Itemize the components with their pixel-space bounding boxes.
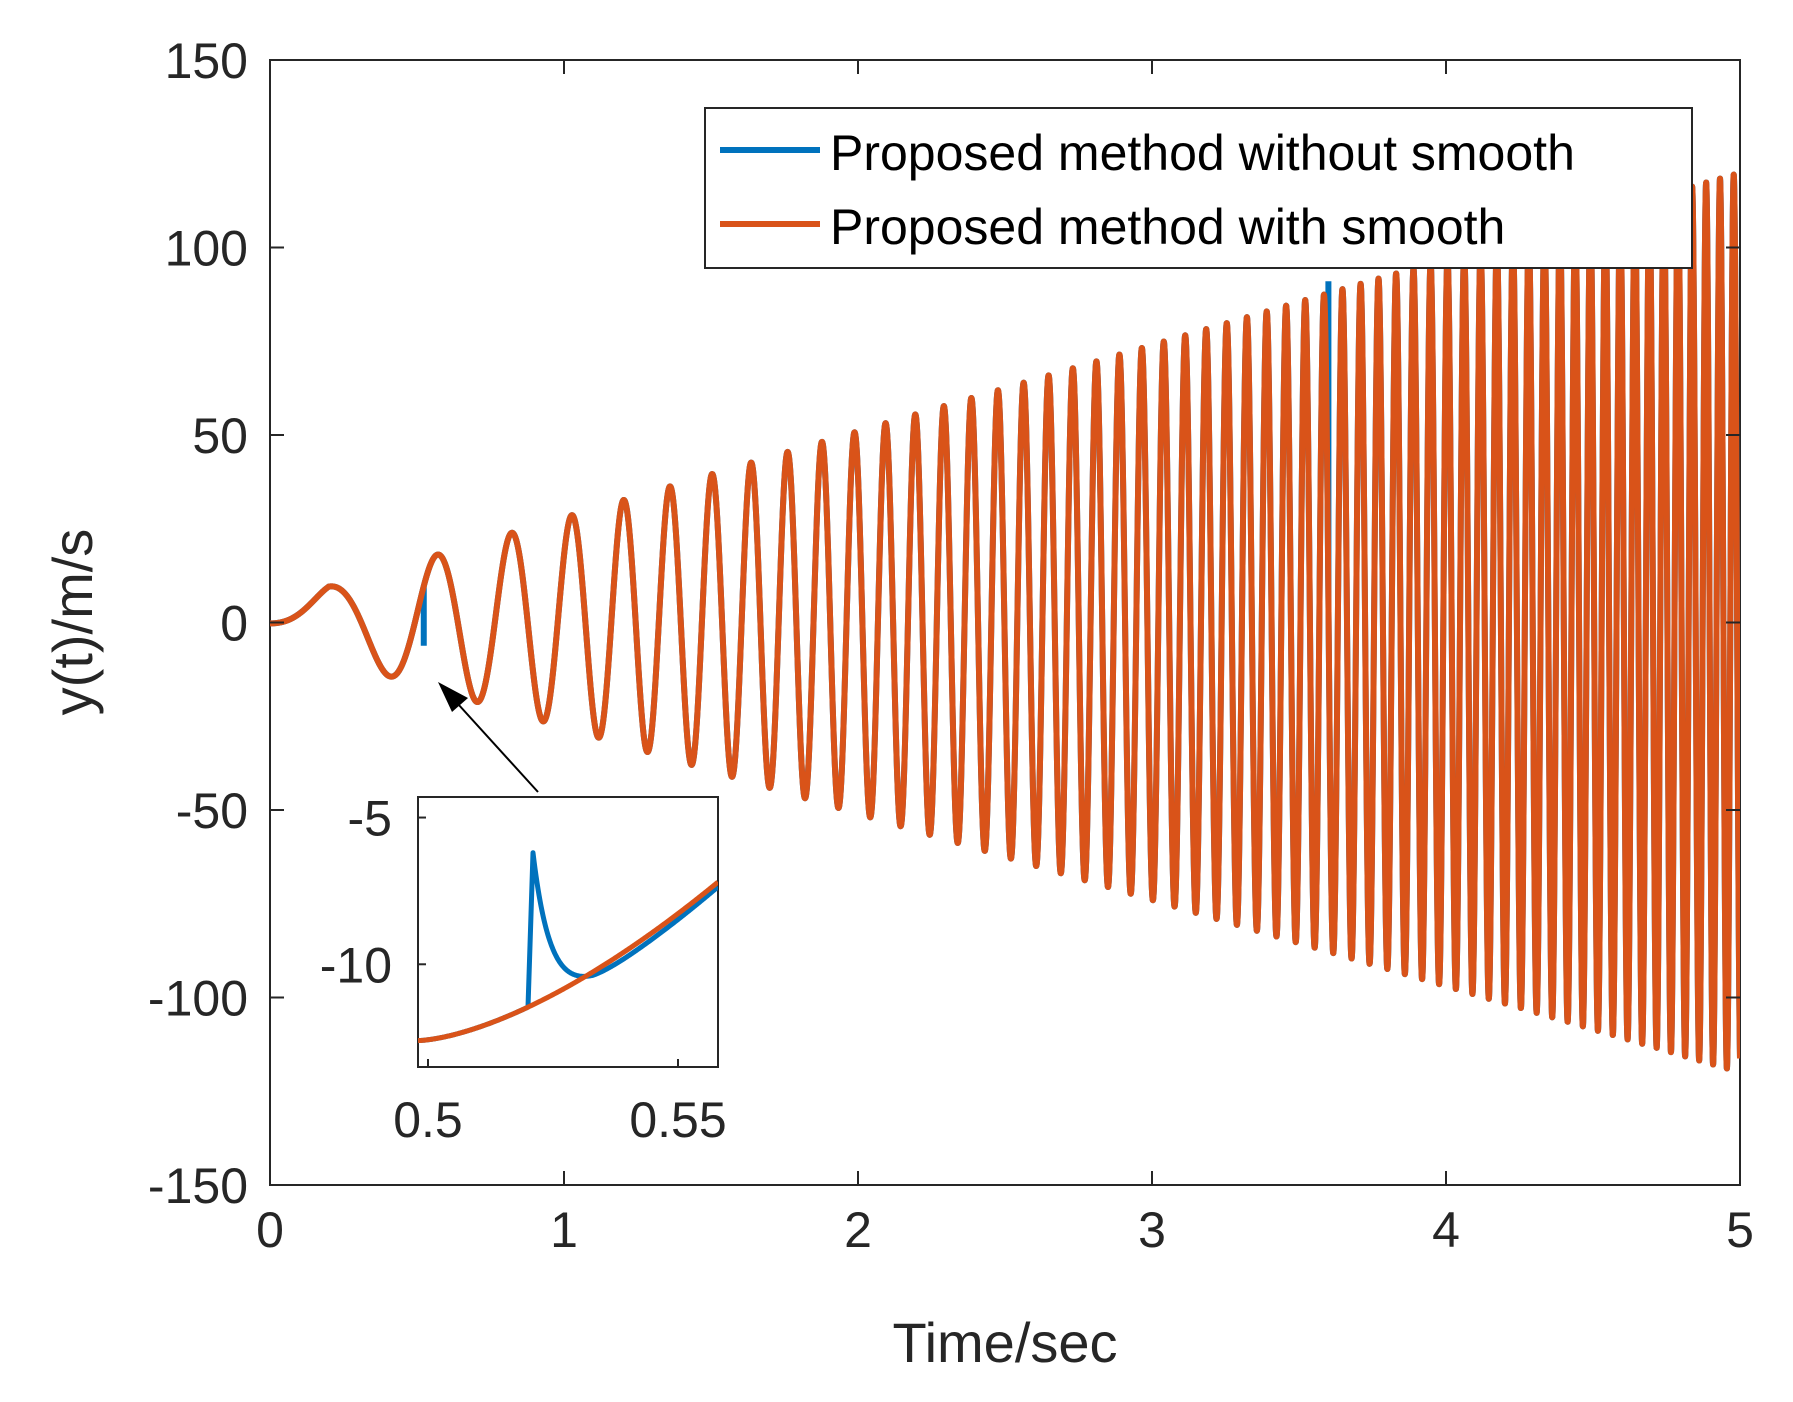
x-tick-label: 0	[256, 1202, 284, 1258]
annotation-arrow	[438, 682, 539, 793]
x-axis: 0 1 2 3 4 5	[256, 60, 1754, 1258]
y-tick-label: 0	[220, 596, 248, 652]
x-tick-label: 3	[1138, 1202, 1166, 1258]
y-tick-label: -100	[148, 971, 248, 1027]
x-tick-label: 5	[1726, 1202, 1754, 1258]
legend-label-with-smooth: Proposed method with smooth	[830, 199, 1505, 255]
y-tick-label: 150	[165, 33, 248, 89]
y-axis-label: y(t)/m/s	[41, 529, 104, 716]
inset-y-tick-label: -10	[320, 937, 392, 993]
inset-x-tick-label: 0.5	[393, 1092, 463, 1148]
y-tick-label: -50	[176, 783, 248, 839]
inset-line-with-smooth	[418, 880, 718, 1044]
x-tick-label: 1	[550, 1202, 578, 1258]
x-tick-label: 4	[1432, 1202, 1460, 1258]
y-tick-label: 100	[165, 221, 248, 277]
series-line-with-smooth	[270, 171, 1740, 1072]
legend-box	[704, 107, 1693, 269]
inset-plot: 0.5 0.55 -10 -5	[320, 791, 727, 1148]
x-axis-label: Time/sec	[892, 1311, 1117, 1374]
y-tick-label: 50	[192, 408, 248, 464]
legend: Proposed method without smooth Proposed …	[704, 107, 1693, 269]
x-tick-label: 2	[844, 1202, 872, 1258]
legend-label-without-smooth: Proposed method without smooth	[830, 125, 1575, 181]
inset-plot-area	[417, 796, 719, 1068]
y-axis: -150 -100 -50 0 50 100 150	[148, 33, 1740, 1214]
inset-y-tick-label: -5	[348, 791, 392, 847]
inset-y-axis: -10 -5	[320, 791, 426, 993]
inset-x-tick-label: 0.55	[629, 1092, 726, 1148]
y-tick-label: -150	[148, 1158, 248, 1214]
inset-x-axis: 0.5 0.55	[393, 1059, 727, 1148]
